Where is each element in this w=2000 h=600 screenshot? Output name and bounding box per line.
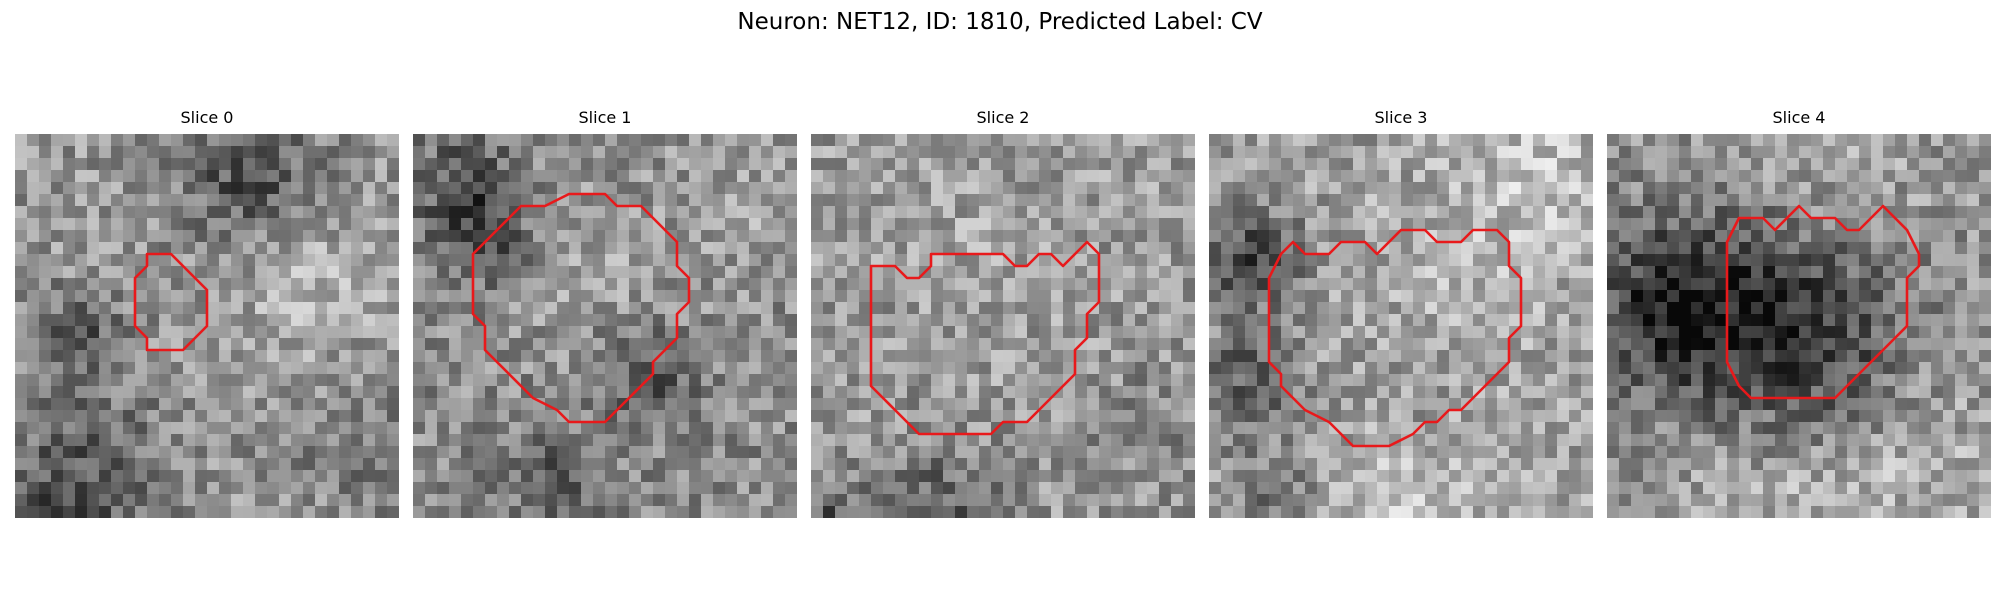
slice-panel-1: Slice 1 xyxy=(413,108,797,518)
slice-image-0 xyxy=(15,134,399,518)
slice-title: Slice 1 xyxy=(578,108,632,127)
slice-panel-3: Slice 3 xyxy=(1209,108,1593,518)
slice-title: Slice 4 xyxy=(1772,108,1826,127)
slice-panel-4: Slice 4 xyxy=(1607,108,1991,518)
pixel-grid xyxy=(811,134,1195,518)
slice-panel-2: Slice 2 xyxy=(811,108,1195,518)
neuron-contour xyxy=(869,240,1101,436)
neuron-contour xyxy=(471,192,691,424)
pixel-grid xyxy=(1209,134,1593,518)
slice-panel-0: Slice 0 xyxy=(15,108,399,518)
slice-title: Slice 3 xyxy=(1374,108,1428,127)
neuron-contour xyxy=(133,252,209,352)
slice-image-3 xyxy=(1209,134,1593,518)
neuron-contour xyxy=(1267,228,1523,448)
pixel-grid xyxy=(15,134,399,518)
neuron-contour xyxy=(1725,204,1921,400)
slice-title: Slice 2 xyxy=(976,108,1030,127)
pixel-grid xyxy=(413,134,797,518)
slice-image-2 xyxy=(811,134,1195,518)
slice-title: Slice 0 xyxy=(180,108,234,127)
pixel-grid xyxy=(1607,134,1991,518)
slice-image-1 xyxy=(413,134,797,518)
slice-image-4 xyxy=(1607,134,1991,518)
figure-title: Neuron: NET12, ID: 1810, Predicted Label… xyxy=(737,9,1263,35)
